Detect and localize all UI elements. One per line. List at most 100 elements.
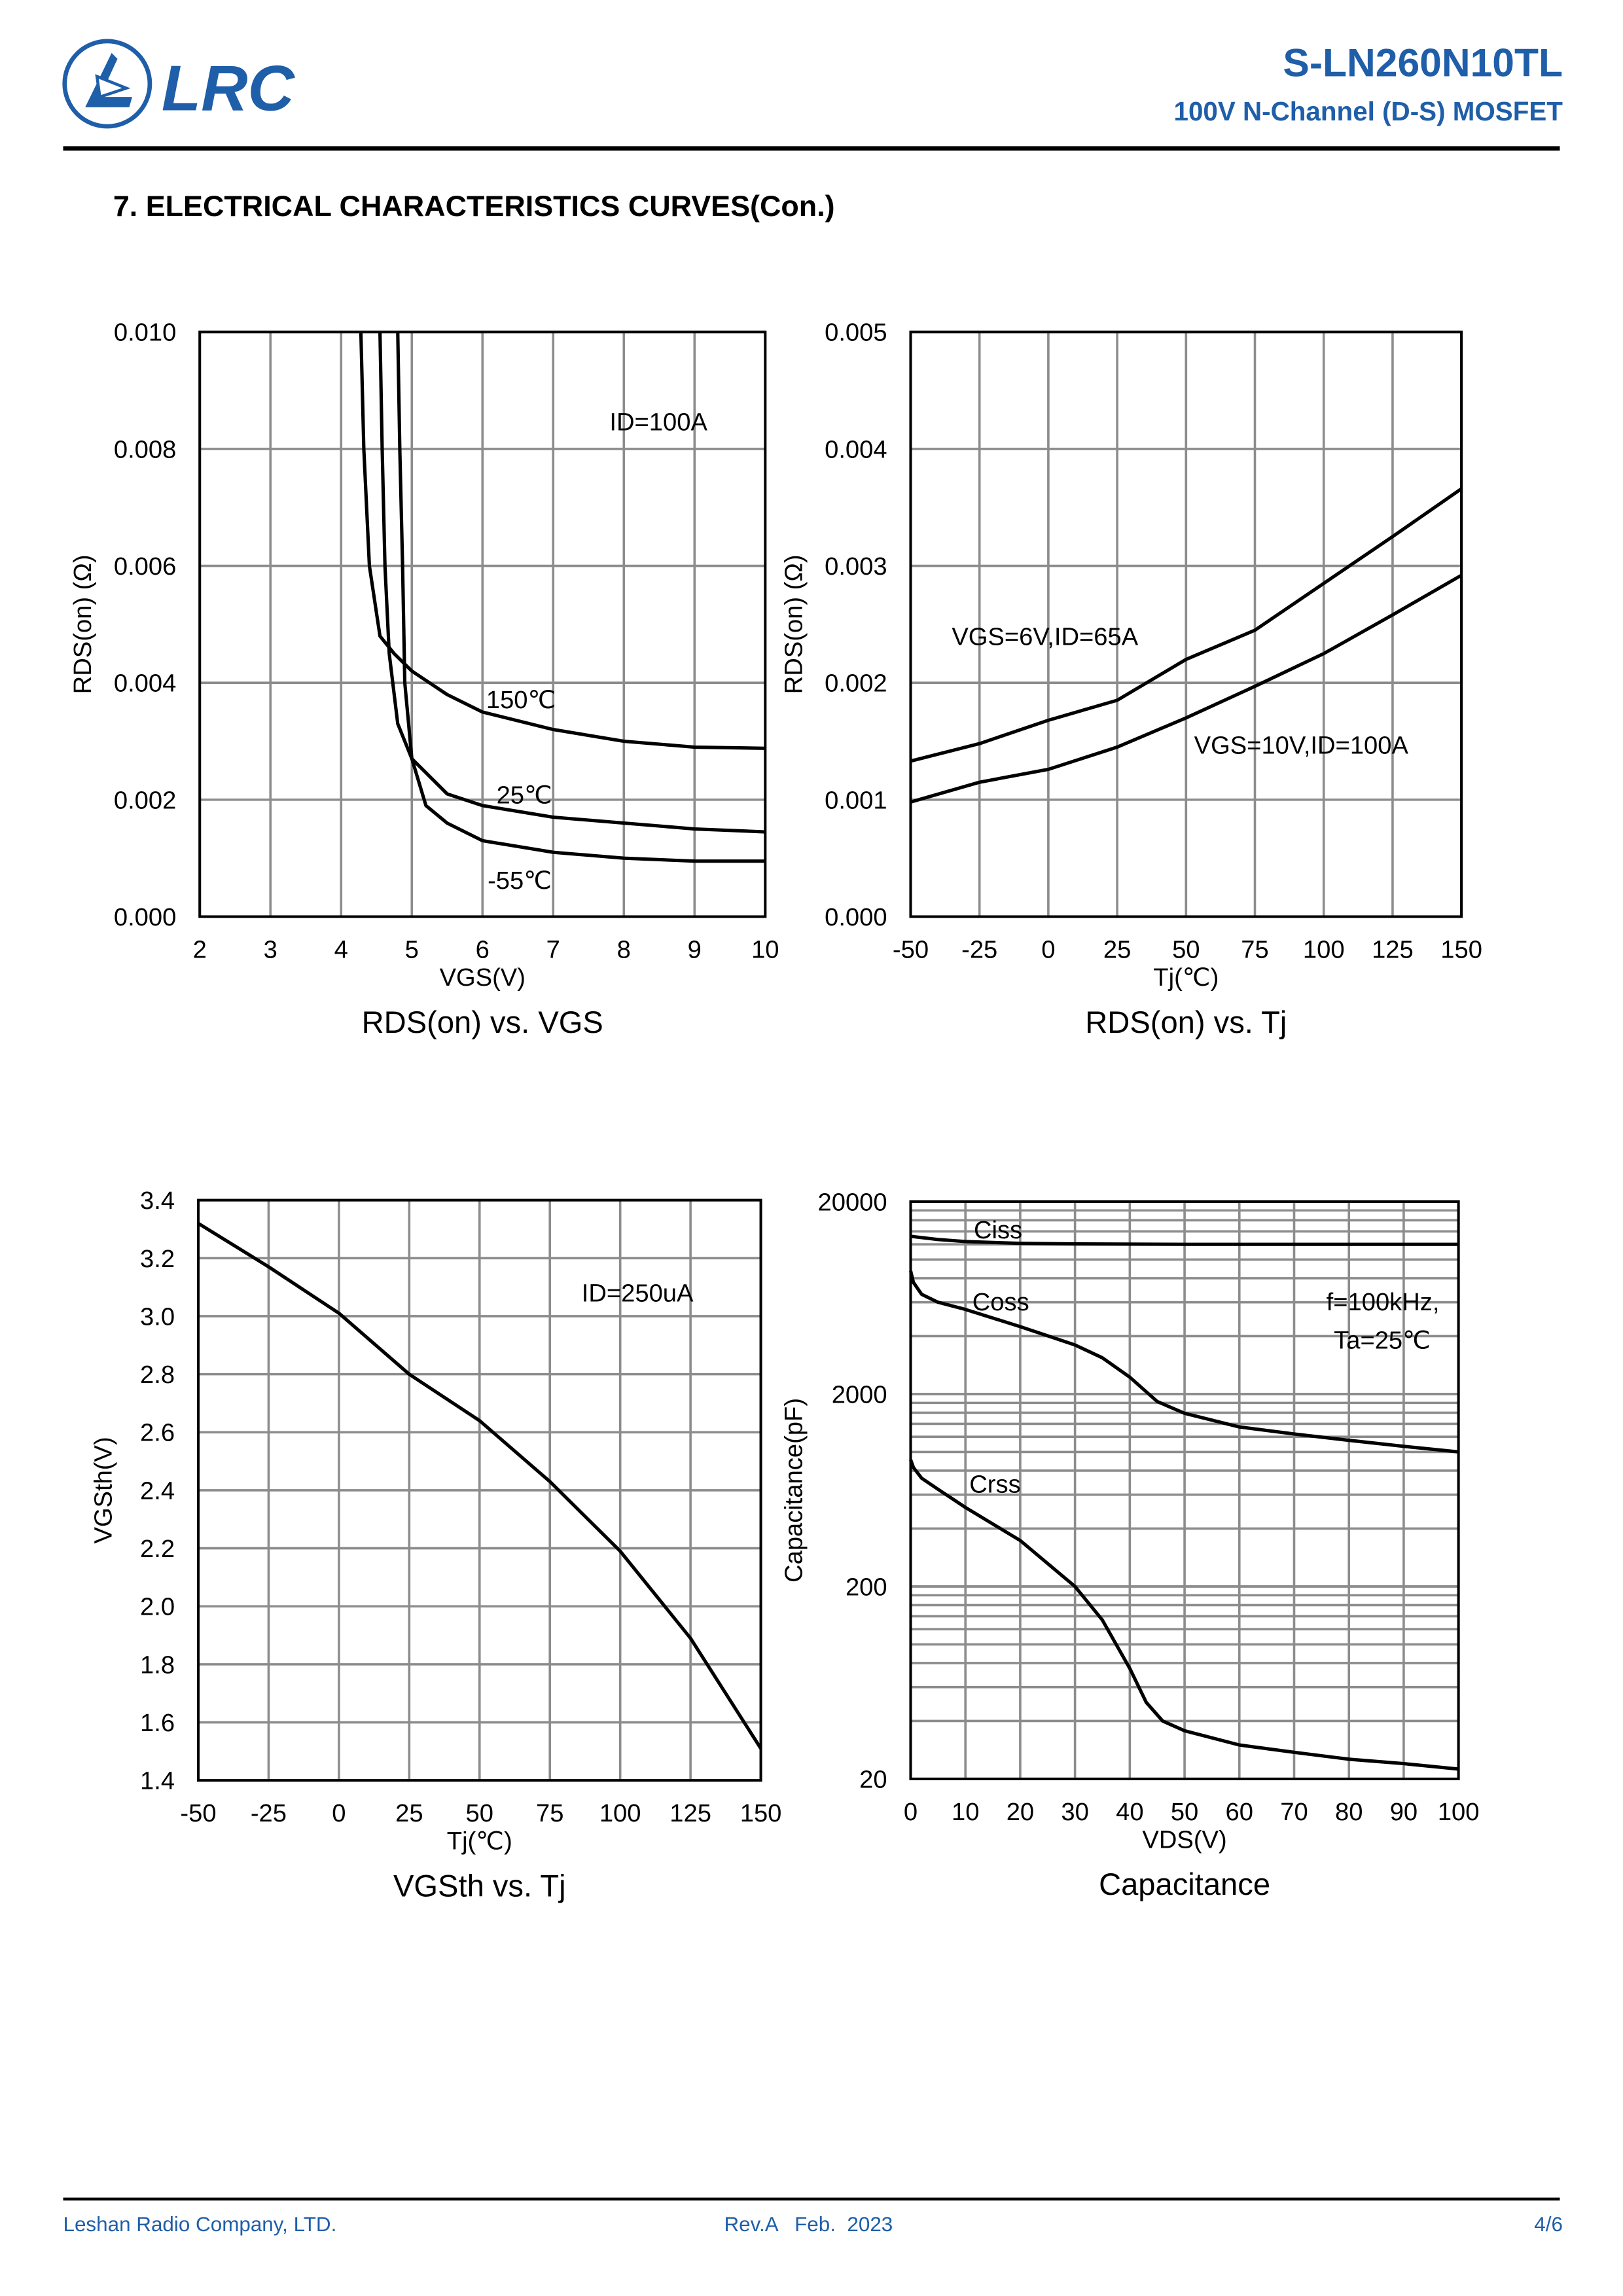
x-tick-label: 50 xyxy=(466,1799,493,1827)
plot-frame xyxy=(909,331,1463,918)
chart-title: RDS(on) vs. Tj xyxy=(1085,1005,1287,1039)
x-tick-label: 3 xyxy=(264,935,277,963)
y-tick-label: 3.4 xyxy=(140,1187,175,1215)
part-subtitle: 100V N-Channel (D-S) MOSFET xyxy=(1174,96,1563,126)
chart-annotation: ID=100A xyxy=(609,408,707,437)
x-tick-label: 4 xyxy=(334,935,348,963)
chart-annotation: VGS=10V,ID=100A xyxy=(1194,731,1409,759)
lrc-logo: LRC xyxy=(62,39,296,129)
logo-text: LRC xyxy=(162,52,296,124)
chart-title: RDS(on) vs. VGS xyxy=(362,1005,603,1039)
y-tick-label: 0.004 xyxy=(825,435,887,463)
x-tick-label: 2 xyxy=(193,935,207,963)
x-tick-label: 8 xyxy=(617,935,631,963)
x-tick-label: 150 xyxy=(740,1799,782,1827)
y-tick-label: 0.010 xyxy=(114,319,176,347)
series-curve-1 xyxy=(197,1221,762,1749)
x-tick-label: 100 xyxy=(1303,935,1345,963)
x-tick-label: 40 xyxy=(1116,1798,1143,1826)
y-tick-label: 3.2 xyxy=(140,1245,175,1273)
y-tick-label: 0.008 xyxy=(114,435,176,463)
x-tick-label: 50 xyxy=(1172,935,1200,963)
series-curve-1 xyxy=(910,1234,1459,1246)
part-number: S-LN260N10TL xyxy=(1283,41,1563,85)
x-tick-label: -50 xyxy=(180,1799,216,1827)
x-tick-label: 50 xyxy=(1171,1798,1198,1826)
y-tick-label: 2.6 xyxy=(140,1419,175,1447)
x-tick-label: -50 xyxy=(893,935,929,963)
chart-annotation: Coss xyxy=(972,1288,1029,1316)
chart-annotation: Crss xyxy=(969,1470,1020,1498)
x-tick-label: 5 xyxy=(405,935,419,963)
y-tick-label: 0.002 xyxy=(825,670,887,698)
y-tick-label: 1.6 xyxy=(140,1709,175,1737)
x-tick-label: 150 xyxy=(1440,935,1482,963)
chart-4: 0 10 20 30 40 50 60 70 80 90 100 20 200 2000 20000 VDS(… xyxy=(779,1188,1479,1901)
x-tick-label: 0 xyxy=(332,1799,346,1827)
y-axis-label: RDS(on) (Ω) xyxy=(69,554,97,694)
y-tick-label: 2.4 xyxy=(140,1477,175,1505)
footer-revision: Rev.A Feb. 2023 xyxy=(724,2213,893,2236)
y-tick-label: 0.004 xyxy=(114,670,176,698)
y-axis-label: Capacitance(pF) xyxy=(779,1398,808,1583)
chart-title: Capacitance xyxy=(1099,1867,1270,1901)
chart-title: VGSth vs. Tj xyxy=(393,1868,566,1903)
x-axis-label: Tj(℃) xyxy=(447,1827,512,1856)
plot-frame xyxy=(196,1198,762,1782)
series-curve-2 xyxy=(378,332,766,834)
x-tick-label: 30 xyxy=(1061,1798,1088,1826)
y-tick-label: 20 xyxy=(859,1765,887,1793)
y-tick-label: 0.000 xyxy=(825,903,887,931)
x-tick-label: 100 xyxy=(599,1799,641,1827)
x-tick-label: 25 xyxy=(395,1799,423,1827)
chart-annotation: 150℃ xyxy=(486,686,556,714)
x-tick-label: 20 xyxy=(1007,1798,1034,1826)
y-tick-label: 0.001 xyxy=(825,786,887,814)
charts-container: 2 3 4 5 6 7 8 9 10 0.000 0.002 0.004 0.006 0.008 0.010… xyxy=(69,319,1482,1903)
x-tick-label: 90 xyxy=(1390,1798,1418,1826)
y-tick-label: 0.003 xyxy=(825,552,887,581)
x-tick-label: 75 xyxy=(536,1799,563,1827)
y-tick-label: 2.2 xyxy=(140,1535,175,1563)
series-curve-2 xyxy=(910,573,1463,804)
y-tick-label: 2.0 xyxy=(140,1593,175,1621)
x-tick-label: -25 xyxy=(961,935,997,963)
chart-2: -50 -25 0 25 50 75 100 125 150 0.000 0.001 0.002 0.0… xyxy=(779,319,1482,1039)
x-tick-label: 6 xyxy=(476,935,490,963)
series-curve-1 xyxy=(910,487,1463,763)
y-tick-label: 0.000 xyxy=(114,903,176,931)
x-axis-label: Tj(℃) xyxy=(1153,963,1219,992)
x-tick-label: 10 xyxy=(952,1798,979,1826)
chart-annotation: VGS=6V,ID=65A xyxy=(952,622,1138,651)
x-tick-label: 7 xyxy=(546,935,560,963)
x-tick-label: 25 xyxy=(1103,935,1131,963)
footer-page-number: 4/6 xyxy=(1534,2213,1563,2236)
y-tick-label: 0.002 xyxy=(114,786,176,814)
x-tick-label: 125 xyxy=(669,1799,711,1827)
y-tick-label: 2.8 xyxy=(140,1361,175,1389)
chart-1: 2 3 4 5 6 7 8 9 10 0.000 0.002 0.004 0.006 0.008 0.010… xyxy=(69,319,779,1039)
x-tick-label: 75 xyxy=(1241,935,1268,963)
y-tick-label: 20000 xyxy=(818,1188,887,1216)
y-tick-label: 0.006 xyxy=(114,552,176,581)
chart-annotation: 25℃ xyxy=(497,781,552,810)
x-tick-label: 70 xyxy=(1280,1798,1308,1826)
section-title: 7. ELECTRICAL CHARACTERISTICS CURVES(Con… xyxy=(113,189,835,223)
y-tick-label: 0.005 xyxy=(825,319,887,347)
x-tick-label: 125 xyxy=(1372,935,1414,963)
x-tick-label: 10 xyxy=(751,935,779,963)
series-curve-3 xyxy=(396,332,766,863)
chart-3: -50 -25 0 25 50 75 100 125 150 1.4 1.6 1.8 2.0 2.2 2.4… xyxy=(90,1187,782,1903)
x-axis-label: VDS(V) xyxy=(1142,1825,1226,1854)
x-tick-label: 60 xyxy=(1226,1798,1253,1826)
x-tick-label: 0 xyxy=(904,1798,918,1826)
plot-frame xyxy=(198,331,767,918)
y-tick-label: 3.0 xyxy=(140,1302,175,1331)
y-tick-label: 1.4 xyxy=(140,1767,175,1795)
chart-annotation: ID=250uA xyxy=(582,1280,694,1308)
chart-annotation: -55℃ xyxy=(488,867,552,895)
plot-frame xyxy=(909,1200,1460,1780)
series-curve-3 xyxy=(909,1459,1459,1771)
chart-annotation: f=100kHz, xyxy=(1327,1288,1440,1316)
